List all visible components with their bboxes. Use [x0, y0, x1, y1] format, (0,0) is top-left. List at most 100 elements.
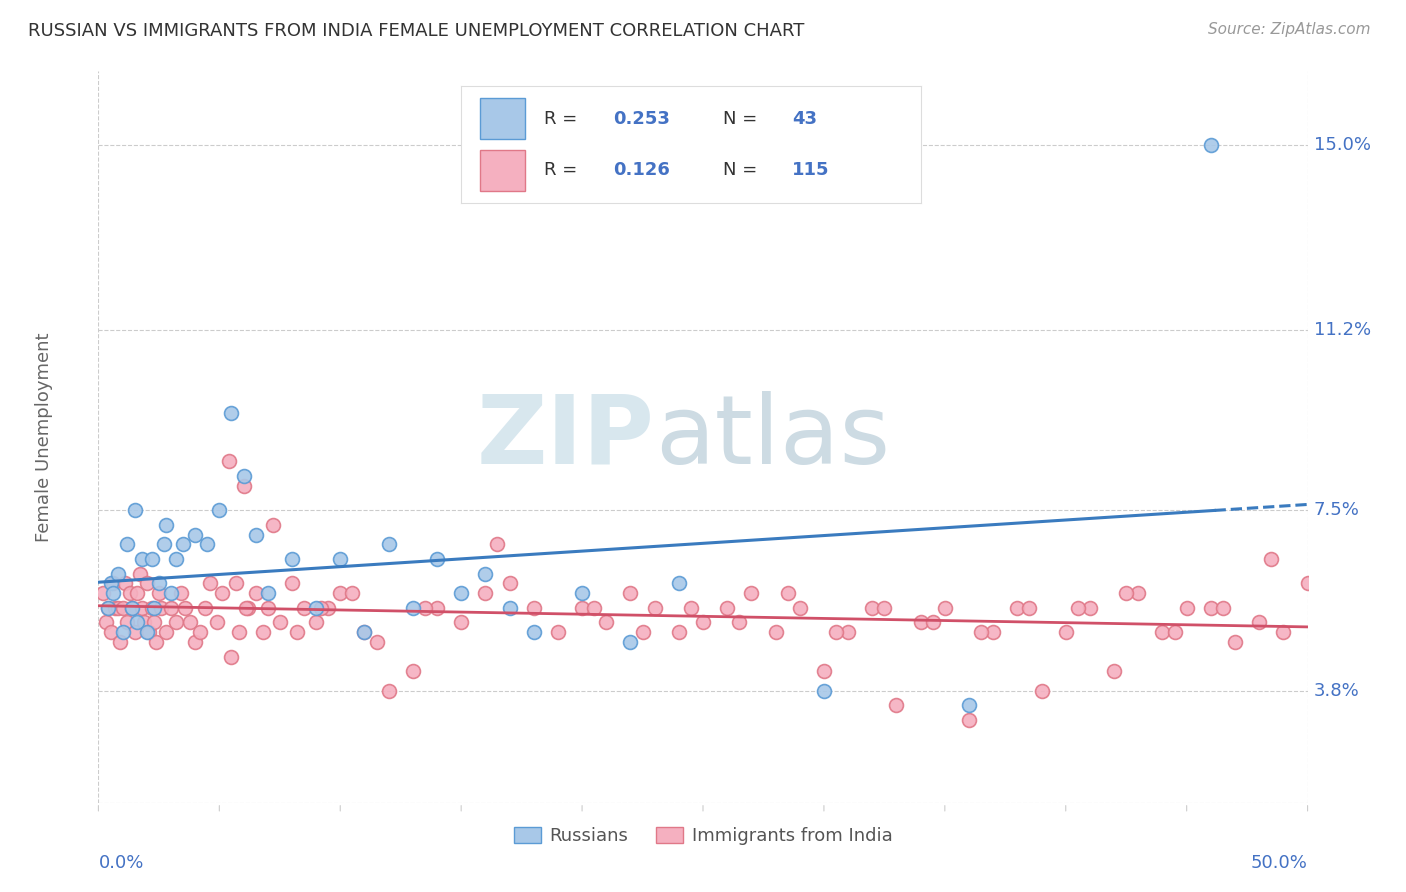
Point [679, 600, 702, 615]
Point [91, 586, 114, 600]
Point [305, 600, 328, 615]
Point [837, 625, 859, 640]
Point [1199, 600, 1222, 615]
Point [135, 625, 157, 640]
Point [131, 600, 153, 615]
Point [1272, 625, 1295, 640]
Text: 50.0%: 50.0% [1251, 854, 1308, 872]
Point [148, 586, 170, 600]
Point [377, 537, 399, 551]
Point [281, 552, 304, 566]
Point [402, 600, 425, 615]
Point [160, 600, 183, 615]
Text: 0.0%: 0.0% [98, 854, 143, 872]
Point [97, 600, 120, 615]
Point [107, 600, 129, 615]
Point [1223, 635, 1246, 649]
Point [426, 600, 449, 615]
Point [547, 625, 569, 640]
Point [150, 600, 173, 615]
Point [305, 615, 328, 630]
Point [1007, 600, 1029, 615]
Point [1199, 137, 1222, 152]
Point [127, 615, 149, 630]
Text: atlas: atlas [655, 391, 890, 483]
Point [486, 537, 509, 551]
Point [353, 625, 375, 640]
Point [160, 586, 183, 600]
Point [1031, 683, 1053, 698]
Point [474, 586, 496, 600]
Point [813, 683, 835, 698]
Point [111, 600, 134, 615]
Point [174, 600, 197, 615]
Point [776, 586, 799, 600]
Point [225, 576, 247, 591]
Point [141, 552, 163, 566]
Point [450, 586, 472, 600]
Point [426, 552, 449, 566]
Point [285, 625, 308, 640]
Point [143, 600, 166, 615]
Point [184, 527, 207, 541]
Point [1163, 625, 1185, 640]
Point [228, 625, 250, 640]
Point [221, 649, 243, 664]
Point [921, 615, 943, 630]
Point [208, 503, 231, 517]
Point [413, 600, 436, 615]
Point [970, 625, 993, 640]
Point [329, 552, 352, 566]
Point [148, 576, 170, 591]
Point [957, 713, 980, 727]
Point [498, 600, 520, 615]
Point [165, 615, 187, 630]
Point [957, 698, 980, 713]
Point [114, 576, 136, 591]
Point [1128, 586, 1150, 600]
Point [353, 625, 375, 640]
Point [474, 566, 496, 581]
Point [252, 625, 274, 640]
Point [571, 600, 593, 615]
Point [1078, 600, 1101, 615]
Point [1067, 600, 1090, 615]
Point [450, 615, 472, 630]
Point [245, 527, 267, 541]
Point [127, 586, 149, 600]
Point [523, 625, 546, 640]
Point [205, 615, 228, 630]
Point [97, 600, 120, 615]
Point [765, 625, 787, 640]
Point [232, 479, 254, 493]
Point [134, 615, 156, 630]
Point [292, 600, 315, 615]
Point [121, 600, 143, 615]
Point [152, 537, 174, 551]
Point [172, 537, 194, 551]
Point [873, 600, 896, 615]
Point [910, 615, 932, 630]
Text: Source: ZipAtlas.com: Source: ZipAtlas.com [1208, 22, 1371, 37]
Point [179, 615, 201, 630]
Point [523, 600, 546, 615]
Point [124, 625, 146, 640]
Point [571, 586, 593, 600]
Point [198, 576, 221, 591]
Point [143, 615, 166, 630]
Point [716, 600, 738, 615]
Text: ZIP: ZIP [477, 391, 655, 483]
Point [366, 635, 388, 649]
Point [1175, 600, 1198, 615]
Point [668, 576, 690, 591]
Point [101, 586, 124, 600]
Point [111, 625, 134, 640]
Point [825, 625, 848, 640]
Point [1249, 615, 1271, 630]
Point [668, 625, 690, 640]
Point [256, 600, 278, 615]
Legend: Russians, Immigrants from India: Russians, Immigrants from India [506, 820, 900, 852]
Point [117, 615, 139, 630]
Point [188, 625, 211, 640]
Point [619, 635, 641, 649]
